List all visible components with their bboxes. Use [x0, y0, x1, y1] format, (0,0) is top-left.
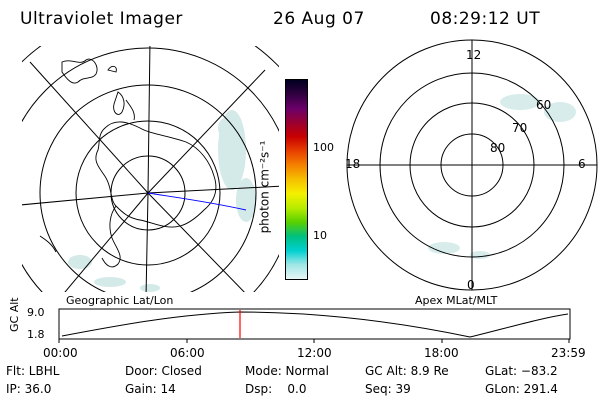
header-time: 08:29:12 UT [430, 9, 541, 29]
mlat-label-70: 70 [512, 121, 528, 135]
altitude-curve [61, 311, 569, 338]
mlt-label-12: 12 [466, 48, 482, 62]
imager-title: Ultraviolet Imager [20, 9, 183, 29]
colorbar [285, 79, 308, 280]
geographic-caption: Geographic Lat/Lon [66, 294, 174, 307]
status-glon: GLon: 291.4 [485, 382, 558, 396]
mlt-label-0: 0 [467, 278, 475, 292]
mlat-label-60: 60 [536, 98, 552, 112]
colorbar-tick-100: 100 [313, 141, 334, 154]
colorbar-tick-10: 10 [313, 229, 327, 242]
header-date: 26 Aug 07 [273, 9, 365, 29]
altitude-xtick-1200: 12:00 [297, 346, 332, 360]
altitude-ylabel: GC Alt [8, 297, 21, 332]
status-flt: Flt: LBHL [6, 364, 60, 378]
status-mode: Mode: Normal [245, 364, 329, 378]
mlt-label-6: 6 [578, 157, 586, 171]
altitude-xtick-2359: 23:59 [551, 346, 586, 360]
apex-caption: Apex MLat/MLT [415, 294, 498, 307]
status-door: Door: Closed [125, 364, 202, 378]
altitude-ytick-min: 1.8 [27, 328, 45, 341]
altitude-xtick-1800: 18:00 [424, 346, 459, 360]
status-glat: GLat: −83.2 [485, 364, 558, 378]
aurora-emission-apex [428, 94, 576, 259]
status-dsp: Dsp: 0.0 [245, 382, 307, 396]
altitude-xtick-0000: 00:00 [43, 346, 78, 360]
mlat-label-80: 80 [490, 141, 506, 155]
status-ip: IP: 36.0 [6, 382, 52, 396]
altitude-ytick-max: 9.0 [27, 306, 45, 319]
status-gain: Gain: 14 [125, 382, 176, 396]
mlt-label-18: 18 [345, 157, 361, 171]
apex-polar-plot [346, 39, 598, 291]
aurora-emission [68, 110, 256, 292]
terminator-line [147, 192, 247, 211]
status-seq: Seq: 39 [365, 382, 411, 396]
status-gc-alt: GC Alt: 8.9 Re [365, 364, 449, 378]
altitude-xtick-0600: 06:00 [170, 346, 205, 360]
